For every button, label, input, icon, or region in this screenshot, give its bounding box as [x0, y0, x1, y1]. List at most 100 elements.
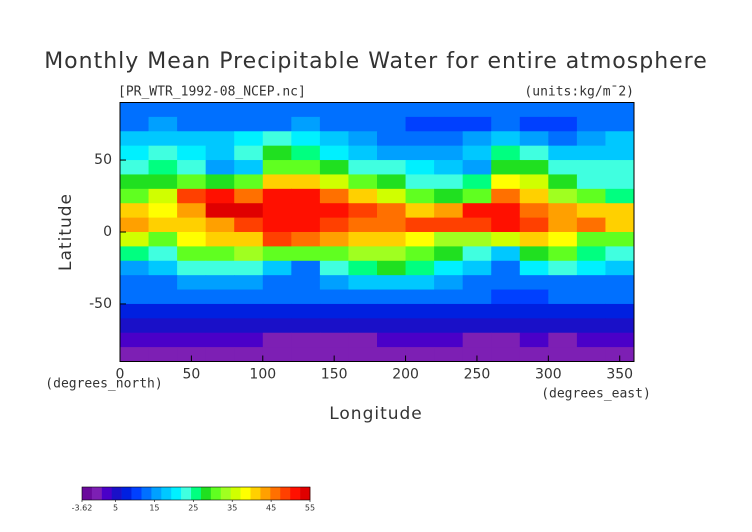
cell [491, 260, 521, 276]
cell [576, 145, 606, 161]
cell [262, 116, 292, 132]
x-unit: (degrees_east) [541, 387, 651, 402]
cell [234, 174, 264, 190]
y-tick-label: 0 [103, 224, 112, 240]
cell [434, 289, 464, 305]
cell [234, 232, 264, 247]
cell [234, 318, 264, 334]
cell [262, 232, 292, 247]
cell [605, 332, 635, 348]
cell [319, 174, 349, 190]
cell [377, 347, 407, 362]
cell [120, 102, 150, 118]
cell [548, 260, 578, 276]
cell [319, 188, 349, 204]
cell [576, 275, 606, 291]
cell [177, 347, 207, 362]
cell [148, 145, 178, 161]
cell [377, 160, 407, 175]
cell [234, 102, 264, 118]
cell [377, 260, 407, 276]
cell [319, 160, 349, 175]
cell [348, 246, 378, 262]
cell [120, 289, 150, 305]
cell [605, 217, 635, 233]
cell [291, 131, 321, 147]
cell [405, 318, 435, 334]
cell [548, 318, 578, 334]
cell [319, 347, 349, 362]
y-tick-label: 50 [94, 152, 112, 168]
cell [576, 232, 606, 247]
cell [462, 203, 492, 219]
cell [405, 131, 435, 147]
cell [348, 145, 378, 161]
cell [319, 289, 349, 305]
cell [348, 347, 378, 362]
cell [291, 260, 321, 276]
cell [205, 217, 235, 233]
cell [348, 303, 378, 319]
cell [148, 318, 178, 334]
cell [120, 174, 150, 190]
cell [377, 332, 407, 348]
y-unit: (degrees_north) [45, 377, 162, 392]
cell [120, 347, 150, 362]
cell [462, 160, 492, 175]
x-tick-label: 100 [249, 367, 276, 383]
cell [234, 347, 264, 362]
cell [462, 303, 492, 319]
cell [491, 174, 521, 190]
cell [348, 102, 378, 118]
cell [548, 174, 578, 190]
cell [291, 145, 321, 161]
cell [434, 303, 464, 319]
cell [205, 332, 235, 348]
cell [234, 203, 264, 219]
cell [576, 131, 606, 147]
cell [348, 116, 378, 132]
cell [234, 303, 264, 319]
colorbar-tick-label: 35 [227, 504, 237, 513]
cell [491, 217, 521, 233]
cell [348, 217, 378, 233]
cell [205, 289, 235, 305]
x-tick-label: 50 [182, 367, 200, 383]
cell [291, 318, 321, 334]
cell [177, 332, 207, 348]
cell [548, 347, 578, 362]
cell [462, 289, 492, 305]
cell [434, 102, 464, 118]
x-tick-label: 150 [321, 367, 348, 383]
colorbar-swatch [280, 487, 291, 500]
cell [576, 116, 606, 132]
colorbar-swatch [260, 487, 271, 500]
cell [605, 203, 635, 219]
cell [205, 131, 235, 147]
cell [576, 347, 606, 362]
cell [148, 347, 178, 362]
cell [120, 116, 150, 132]
colorbar-swatch [141, 487, 152, 500]
cell [348, 188, 378, 204]
colorbar-tick-label: 5 [113, 504, 118, 513]
cell [291, 347, 321, 362]
cell [148, 203, 178, 219]
cell [434, 246, 464, 262]
cell [519, 174, 549, 190]
cell [434, 217, 464, 233]
cell [491, 303, 521, 319]
cell [576, 188, 606, 204]
cell [291, 275, 321, 291]
cell [576, 174, 606, 190]
cell [148, 160, 178, 175]
cell [405, 303, 435, 319]
cell [148, 303, 178, 319]
cell [377, 217, 407, 233]
cell [548, 102, 578, 118]
cell [405, 275, 435, 291]
colorbar-tick-label: 45 [266, 504, 276, 513]
cell [548, 188, 578, 204]
cell [148, 232, 178, 247]
colorbar-tick-label: -3.62 [72, 504, 93, 513]
